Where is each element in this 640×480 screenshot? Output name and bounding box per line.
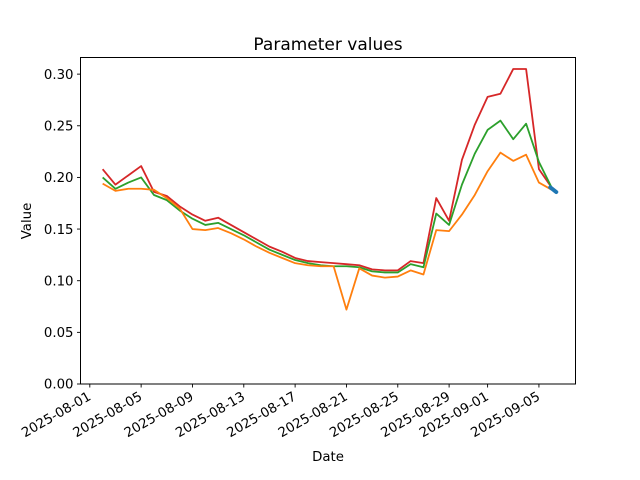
plot-area: 0.000.050.100.150.200.250.302025-08-0120… [19,57,576,441]
y-tick-label: 0.25 [44,119,74,134]
y-tick-label: 0.30 [44,68,74,83]
x-axis-label: Date [312,450,344,465]
series-2-line [102,119,553,274]
y-tick-label: 0.20 [44,171,74,186]
end-marker [548,185,559,195]
y-tick-label: 0.15 [44,223,74,238]
y-axis-label: Value [20,203,35,240]
series-3-line [102,151,553,311]
y-tick-label: 0.10 [44,274,74,289]
y-tick-label: 0.00 [44,378,74,393]
chart-title: Parameter values [253,35,402,55]
axes-border [80,57,576,385]
y-tick-label: 0.05 [44,326,74,341]
series-1-line [101,68,553,272]
